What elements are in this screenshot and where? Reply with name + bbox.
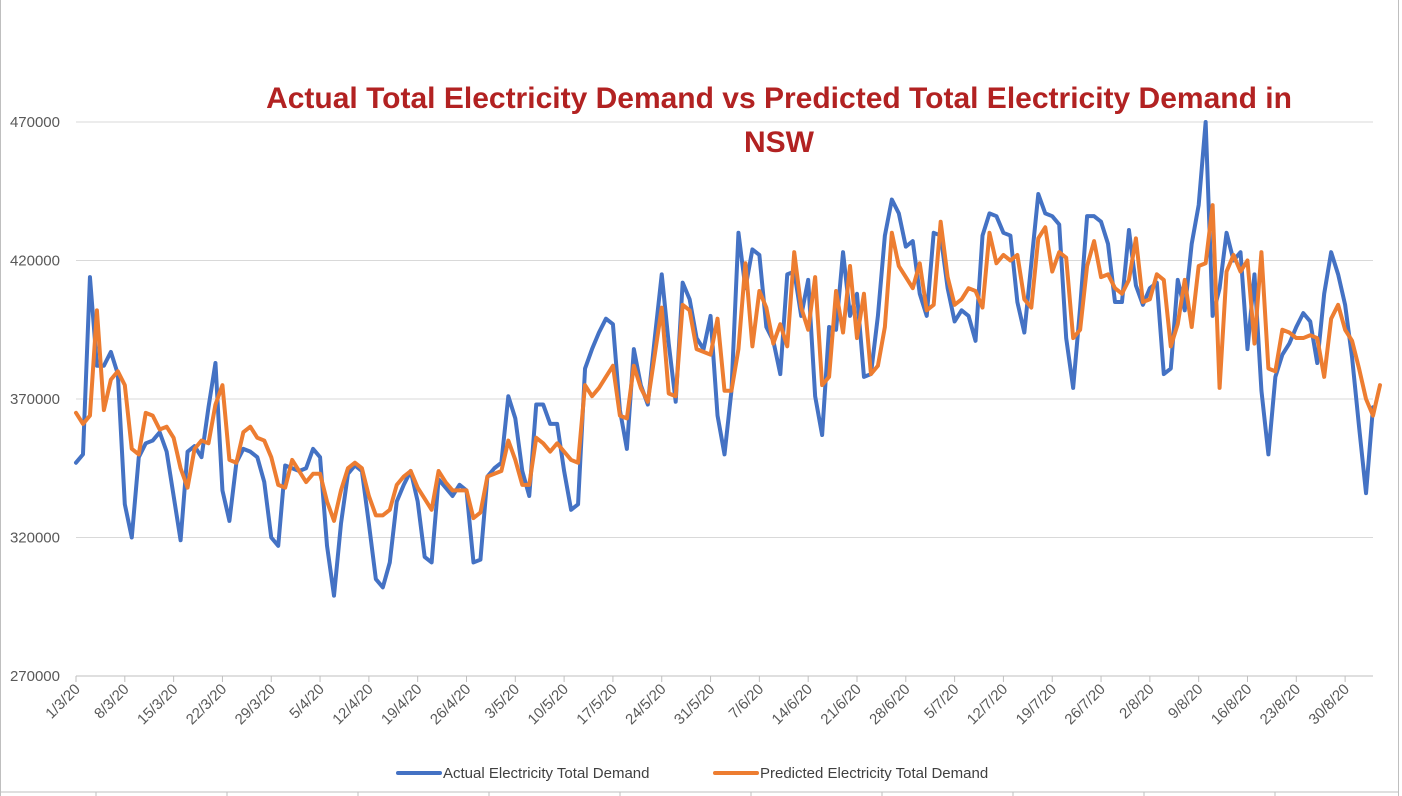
- series-lines: [74, 120, 1382, 598]
- y-tick-label-3: 420000: [10, 253, 60, 270]
- legend: Actual Electricity Total Demand Predicted…: [396, 765, 988, 782]
- y-tick-label-1: 320000: [10, 530, 60, 547]
- series-line-actual: [74, 120, 1375, 598]
- chart-title-line-1: Actual Total Electricity Demand vs Predi…: [266, 82, 1292, 115]
- legend-label-actual: Actual Electricity Total Demand: [443, 765, 649, 782]
- y-tick-label-2: 370000: [10, 391, 60, 408]
- series-line-predicted: [74, 203, 1382, 523]
- chart-title: Actual Total Electricity Demand vs Predi…: [266, 82, 1292, 159]
- chart-title-line-2: NSW: [744, 126, 815, 159]
- legend-label-predicted: Predicted Electricity Total Demand: [760, 765, 988, 782]
- y-tick-label-0: 270000: [10, 668, 60, 685]
- y-tick-label-4: 470000: [10, 114, 60, 131]
